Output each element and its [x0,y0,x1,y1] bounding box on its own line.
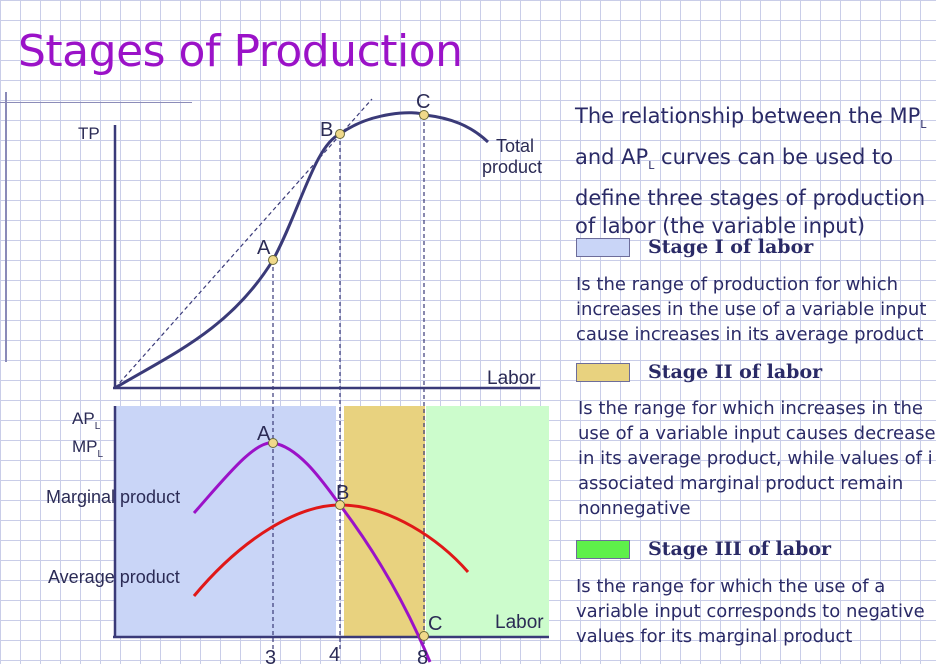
tick-label-4: 4 [329,644,340,664]
mp-x-axis-label: Labor [495,612,544,633]
marginal-product-label: Marginal product [46,487,180,507]
stage-3-description: Is the range for which the use of a vari… [576,576,925,647]
tp-label-c: C [416,91,430,113]
intro-text: The relationship between the MPL and APL… [575,104,927,239]
marginal-product-curve [192,441,432,663]
stage-1-swatch [576,238,630,257]
mp-point-c [419,631,429,641]
stage-1-description: Is the range of production for which inc… [576,274,927,345]
left-margin-bar [5,92,7,362]
mp-label-b: B [336,482,349,504]
tick-label-3: 3 [265,647,276,664]
tp-point-c [419,110,429,120]
title-underline [0,102,192,103]
tp-x-axis-label: Labor [487,368,536,389]
total-product-curve [114,111,490,390]
stage-2-swatch [576,363,630,382]
mp-point-b [335,500,345,510]
mp-label-a: A [257,423,271,445]
stage-2-region [344,406,425,636]
ray-through-b [114,98,373,389]
tp-point-a [268,255,278,265]
tick-label-8: 8 [417,647,428,664]
ap-axis-label: APL [72,409,101,432]
average-product-label: Average product [48,567,180,587]
mp-point-a [268,438,278,448]
stage-2-heading: Stage II of labor [648,361,823,383]
tp-y-axis-label: TP [78,124,100,143]
stage-3-swatch [576,540,630,559]
stage-3-region [426,406,549,636]
total-product-label-2: product [482,157,542,177]
tp-label-a: A [257,237,271,259]
stage-1-heading: Stage I of labor [648,236,814,258]
mp-label-c: C [428,613,442,635]
page-title: Stages of Production [18,26,463,77]
stage-1-region [116,406,336,636]
mp-axis-label: MPL [72,437,104,460]
stage-3-heading: Stage III of labor [648,538,832,560]
total-product-label-1: Total [496,136,534,156]
tp-label-b: B [320,119,333,141]
stage-2-description: Is the range for which increases in the … [578,398,936,519]
tp-point-b [335,129,345,139]
